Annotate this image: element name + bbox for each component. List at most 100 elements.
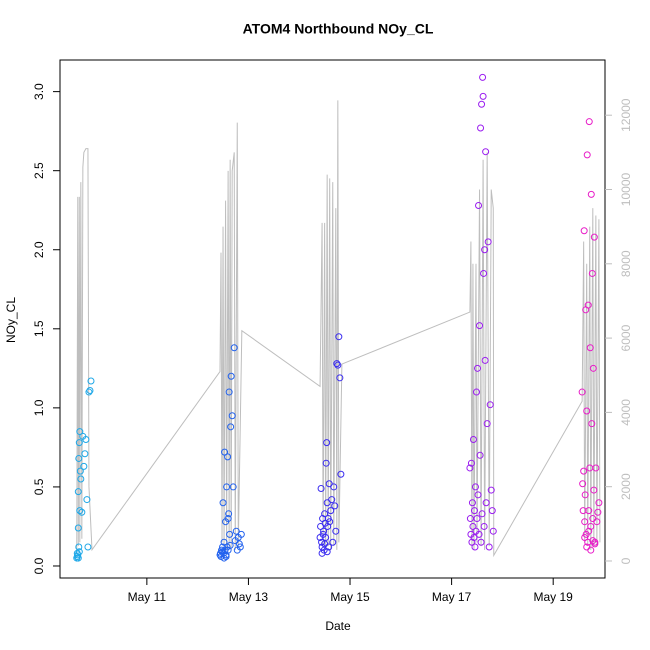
data-point xyxy=(592,464,600,472)
data-point xyxy=(466,515,474,523)
data-point xyxy=(474,364,482,372)
data-point xyxy=(81,450,89,458)
data-point xyxy=(480,269,488,277)
y-tick-label: 3.0 xyxy=(32,83,46,100)
data-point xyxy=(478,100,486,108)
data-point xyxy=(478,510,486,518)
data-point xyxy=(587,546,595,554)
data-point xyxy=(77,475,85,483)
x-tick-label: May 11 xyxy=(128,590,167,604)
data-point xyxy=(578,388,586,396)
data-point xyxy=(76,507,84,515)
data-point xyxy=(321,510,329,518)
data-point xyxy=(471,483,479,491)
data-point xyxy=(75,543,83,551)
data-point xyxy=(585,118,593,126)
data-point xyxy=(332,527,340,535)
data-point xyxy=(331,502,339,510)
data-point xyxy=(466,464,474,472)
y-tick-label: 2.5 xyxy=(32,162,46,179)
data-point xyxy=(326,518,334,526)
data-point xyxy=(482,148,490,156)
data-point xyxy=(323,439,331,447)
data-point xyxy=(475,201,483,209)
data-point xyxy=(477,538,485,546)
data-point xyxy=(585,527,593,535)
data-point xyxy=(227,423,235,431)
data-point xyxy=(579,480,587,488)
data-point xyxy=(337,470,345,478)
y2-tick-label: 0 xyxy=(619,557,633,564)
chart-title: ATOM4 Northbound NOy_CL xyxy=(243,21,434,37)
data-point xyxy=(327,507,335,515)
data-point xyxy=(583,151,591,159)
data-point xyxy=(323,548,331,556)
data-point xyxy=(75,548,83,556)
data-point xyxy=(474,491,482,499)
data-point xyxy=(489,527,497,535)
data-point xyxy=(230,344,238,352)
data-point xyxy=(479,73,487,81)
data-point xyxy=(580,227,588,235)
data-point xyxy=(335,333,343,341)
data-point xyxy=(80,462,88,470)
data-point xyxy=(590,486,598,494)
x-tick-label: May 19 xyxy=(534,590,574,604)
data-point xyxy=(322,459,330,467)
data-point xyxy=(229,483,237,491)
data-point xyxy=(486,401,494,409)
data-point xyxy=(321,540,329,548)
y2-tick-label: 10000 xyxy=(619,172,633,206)
data-point xyxy=(586,344,594,352)
y-tick-label: 1.0 xyxy=(32,399,46,416)
data-point xyxy=(590,233,598,241)
data-point xyxy=(336,374,344,382)
data-point xyxy=(589,364,597,372)
data-point xyxy=(470,507,478,515)
data-point xyxy=(593,518,601,526)
data-point xyxy=(235,540,243,548)
x-tick-label: May 15 xyxy=(330,590,370,604)
data-point xyxy=(225,510,233,518)
x-tick-label: May 17 xyxy=(432,590,472,604)
data-point xyxy=(221,448,229,456)
data-point xyxy=(479,92,487,100)
data-point xyxy=(224,515,232,523)
data-point xyxy=(85,388,93,396)
data-point xyxy=(476,322,484,330)
data-point xyxy=(320,527,328,535)
data-point xyxy=(467,459,475,467)
data-point xyxy=(473,515,481,523)
data-point xyxy=(330,483,338,491)
y-tick-label: 1.5 xyxy=(32,320,46,337)
data-point xyxy=(485,543,493,551)
data-point xyxy=(483,420,491,428)
y2-tick-label: 12000 xyxy=(619,98,633,132)
data-point xyxy=(237,530,245,538)
y2-tick-label: 6000 xyxy=(619,324,633,351)
data-point xyxy=(325,480,333,488)
y-tick-label: 2.0 xyxy=(32,241,46,258)
data-point xyxy=(587,190,595,198)
data-point xyxy=(468,499,476,507)
data-point xyxy=(588,269,596,277)
data-point xyxy=(318,549,326,557)
data-point xyxy=(86,386,94,394)
y2-tick-label: 4000 xyxy=(619,399,633,426)
data-point xyxy=(75,439,83,447)
data-point xyxy=(220,554,228,562)
data-point xyxy=(594,508,602,516)
data-point xyxy=(223,483,231,491)
data-point xyxy=(74,488,82,496)
data-point xyxy=(482,499,490,507)
data-point xyxy=(585,507,593,515)
data-point xyxy=(487,486,495,494)
data-point xyxy=(76,428,84,436)
data-point xyxy=(74,524,82,532)
data-point xyxy=(588,420,596,428)
data-point xyxy=(76,467,84,475)
data-point xyxy=(333,360,341,368)
data-point xyxy=(83,496,91,504)
data-point xyxy=(581,518,589,526)
